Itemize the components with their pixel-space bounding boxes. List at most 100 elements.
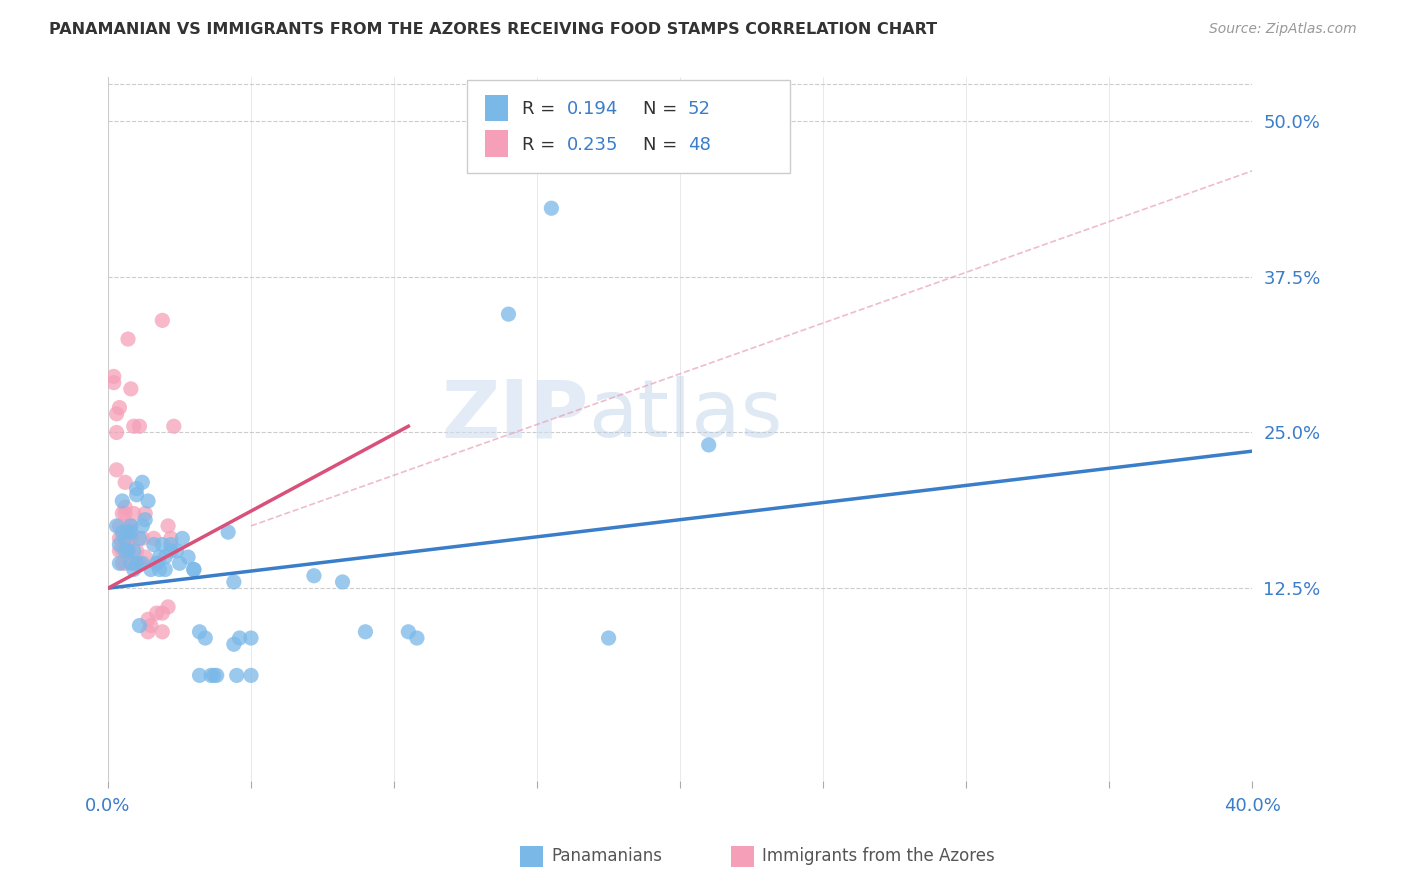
Point [136,612,159,626]
Point [122,419,145,434]
Point [222,574,245,589]
Point [108,538,131,552]
Point [139,562,162,576]
Point [108,544,131,558]
Point [202,668,225,682]
Point [120,525,142,540]
Point [117,544,139,558]
Text: 48: 48 [688,136,710,154]
Text: Panamanians: Panamanians [551,847,662,865]
Point [498,307,520,321]
Point [114,544,136,558]
Point [134,513,156,527]
Text: ZIP: ZIP [441,376,589,454]
Point [169,556,191,570]
Point [131,475,153,490]
Point [128,419,150,434]
Point [128,532,150,546]
Point [125,482,148,496]
Point [157,599,180,614]
Text: R =: R = [522,136,561,154]
Text: 0.235: 0.235 [567,136,619,154]
Point [354,624,377,639]
Point [136,494,159,508]
Point [117,532,139,546]
Point [240,631,263,645]
Point [114,532,136,546]
Point [111,507,134,521]
Point [108,556,131,570]
Point [131,519,153,533]
Point [142,538,165,552]
Point [153,549,176,564]
Text: 52: 52 [688,100,711,118]
Point [150,538,173,552]
Text: R =: R = [522,100,561,118]
Point [131,556,153,570]
Point [105,425,128,440]
Text: PANAMANIAN VS IMMIGRANTS FROM THE AZORES RECEIVING FOOD STAMPS CORRELATION CHART: PANAMANIAN VS IMMIGRANTS FROM THE AZORES… [49,22,938,37]
Point [111,494,134,508]
Point [160,544,183,558]
Text: Immigrants from the Azores: Immigrants from the Azores [762,847,995,865]
Point [114,507,136,521]
Point [120,382,142,396]
Point [150,606,173,620]
Point [136,624,159,639]
Point [111,544,134,558]
Point [188,624,211,639]
Point [131,532,153,546]
Point [194,631,217,645]
Point [122,556,145,570]
Point [105,407,128,421]
Point [406,631,429,645]
Point [697,438,720,452]
Point [228,631,250,645]
Point [150,313,173,327]
Point [200,668,222,682]
Point [120,532,142,546]
Point [114,544,136,558]
Text: N =: N = [643,100,683,118]
Point [150,624,173,639]
Point [332,574,354,589]
Point [117,538,139,552]
Point [111,556,134,570]
Point [128,618,150,632]
Text: Source: ZipAtlas.com: Source: ZipAtlas.com [1209,22,1357,37]
Point [125,488,148,502]
Point [145,556,167,570]
Point [160,532,183,546]
Point [142,532,165,546]
Point [122,507,145,521]
Point [103,376,125,390]
Point [114,556,136,570]
Point [122,544,145,558]
Point [172,532,194,546]
Point [128,556,150,570]
Point [120,519,142,533]
Text: atlas: atlas [589,376,783,454]
Point [105,519,128,533]
Point [166,544,188,558]
Point [134,549,156,564]
Point [145,556,167,570]
Point [125,544,148,558]
Point [396,624,419,639]
Point [134,507,156,521]
Point [114,475,136,490]
Text: 0.194: 0.194 [567,100,619,118]
Point [183,562,205,576]
Point [117,525,139,540]
Point [183,562,205,576]
Text: N =: N = [643,136,683,154]
Point [117,332,139,346]
Point [125,556,148,570]
Point [111,532,134,546]
Point [205,668,228,682]
Point [103,369,125,384]
Point [122,562,145,576]
Point [240,668,263,682]
Point [177,549,200,564]
Point [153,562,176,576]
